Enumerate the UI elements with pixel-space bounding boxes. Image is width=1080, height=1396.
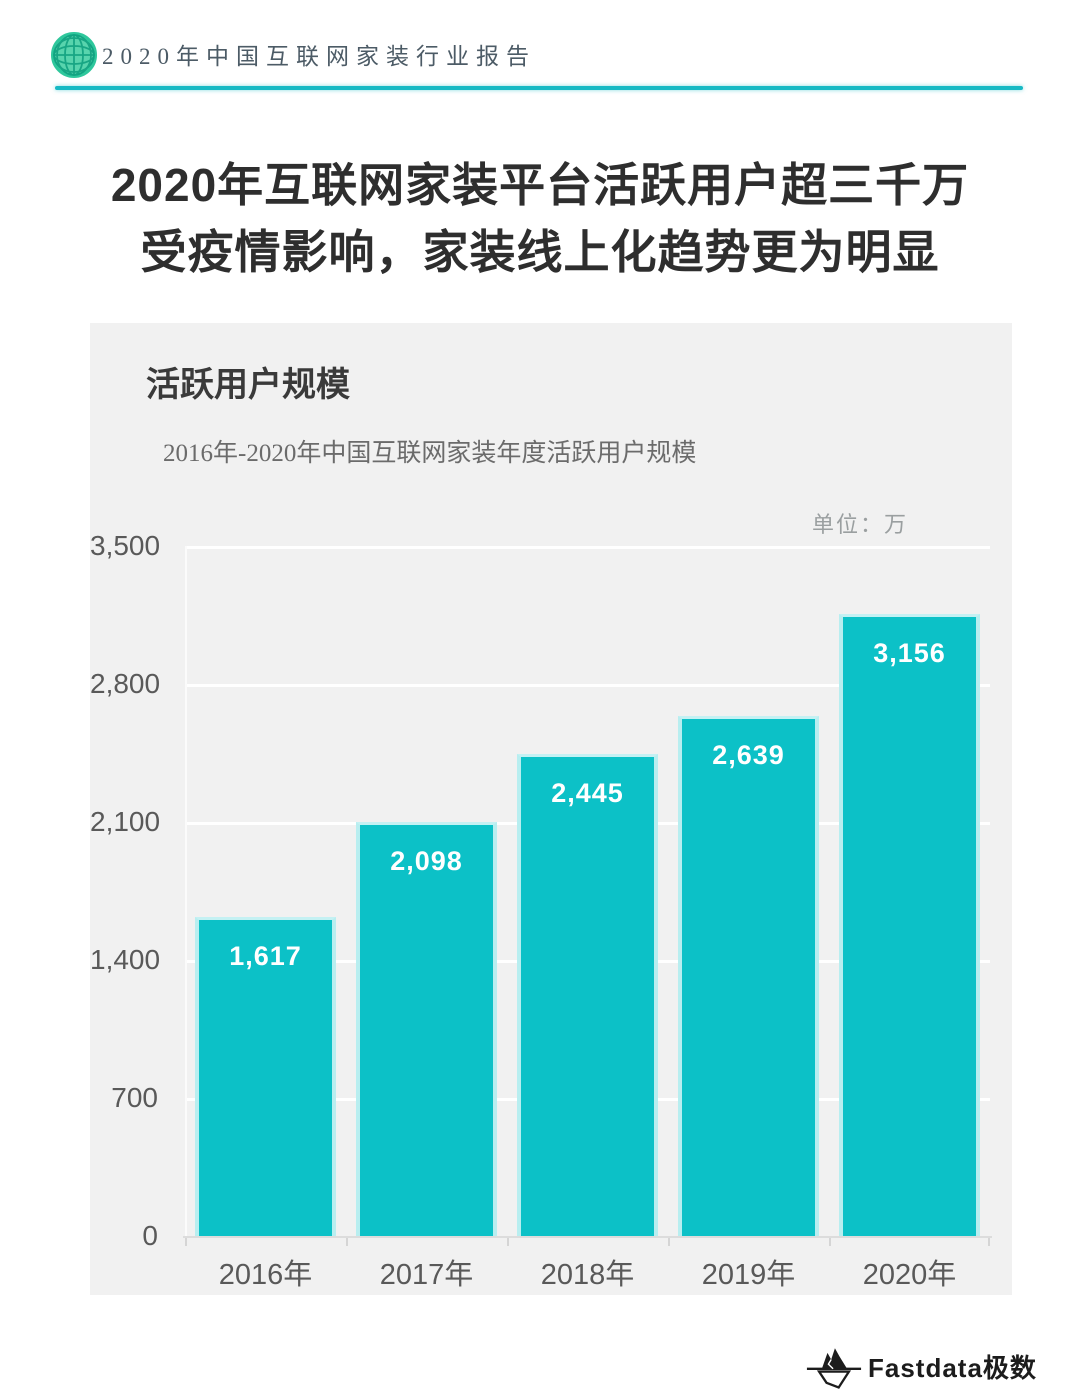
x-axis-tick [185,1238,187,1246]
bar-value-label: 1,617 [229,941,302,971]
y-axis-line [185,546,187,1236]
bar-chart-plot-area: 1,617 2,098 2,445 2,639 3,156 [183,546,992,1246]
gridline-3500 [185,546,990,549]
y-tick-label: 0 [142,1220,158,1251]
page-title-line2: 受疫情影响，家装线上化趋势更为明显 [140,226,940,278]
chart-unit-label: 单位：万 [812,512,909,537]
x-category-label: 2016年 [218,1259,313,1291]
x-axis-tick [346,1238,348,1246]
bar-value-label: 3,156 [873,638,946,668]
bar-2019: 2,639 [678,716,819,1236]
x-category-label: 2020年 [862,1259,957,1291]
x-axis-tick [829,1238,831,1246]
bar-2018: 2,445 [517,754,658,1236]
footer-brand-text: Fastdata极数 [868,1352,1037,1383]
chart-card: 活跃用户规模 2016年-2020年中国互联网家装年度活跃用户规模 单位：万 3… [90,323,1012,1295]
gridline-2800 [185,684,990,687]
globe-icon [50,31,98,79]
bar-2017: 2,098 [356,822,497,1236]
x-category-label: 2018年 [540,1259,635,1291]
y-tick-label: 700 [111,1082,158,1113]
footer-brand: Fastdata极数 [806,1341,1066,1391]
chart-subtitle: 2016年-2020年中国互联网家装年度活跃用户规模 [163,440,697,467]
bar-2020: 3,156 [839,614,980,1236]
x-category-label: 2019年 [701,1259,796,1291]
bar-value-label: 2,098 [390,846,463,876]
x-axis-line [183,1236,992,1238]
y-tick-label: 2,100 [90,806,161,837]
bar-2016: 1,617 [195,917,336,1236]
y-tick-label: 2,800 [90,668,161,699]
x-axis-tick [988,1238,990,1246]
header-divider [55,86,1023,90]
page-title: 2020年互联网家装平台活跃用户超三千万 受疫情影响，家装线上化趋势更为明显 [0,152,1080,286]
bar-value-label: 2,639 [712,740,785,770]
x-category-label: 2017年 [379,1259,474,1291]
report-header-title: 2020年中国互联网家装行业报告 [102,44,536,69]
iceberg-icon [806,1341,862,1391]
chart-heading: 活跃用户规模 [146,366,350,404]
y-tick-label: 1,400 [90,944,161,975]
bar-value-label: 2,445 [551,778,624,808]
x-axis-tick [668,1238,670,1246]
y-tick-label: 3,500 [90,530,161,561]
page-title-line1: 2020年互联网家装平台活跃用户超三千万 [110,159,970,211]
x-axis-tick [507,1238,509,1246]
